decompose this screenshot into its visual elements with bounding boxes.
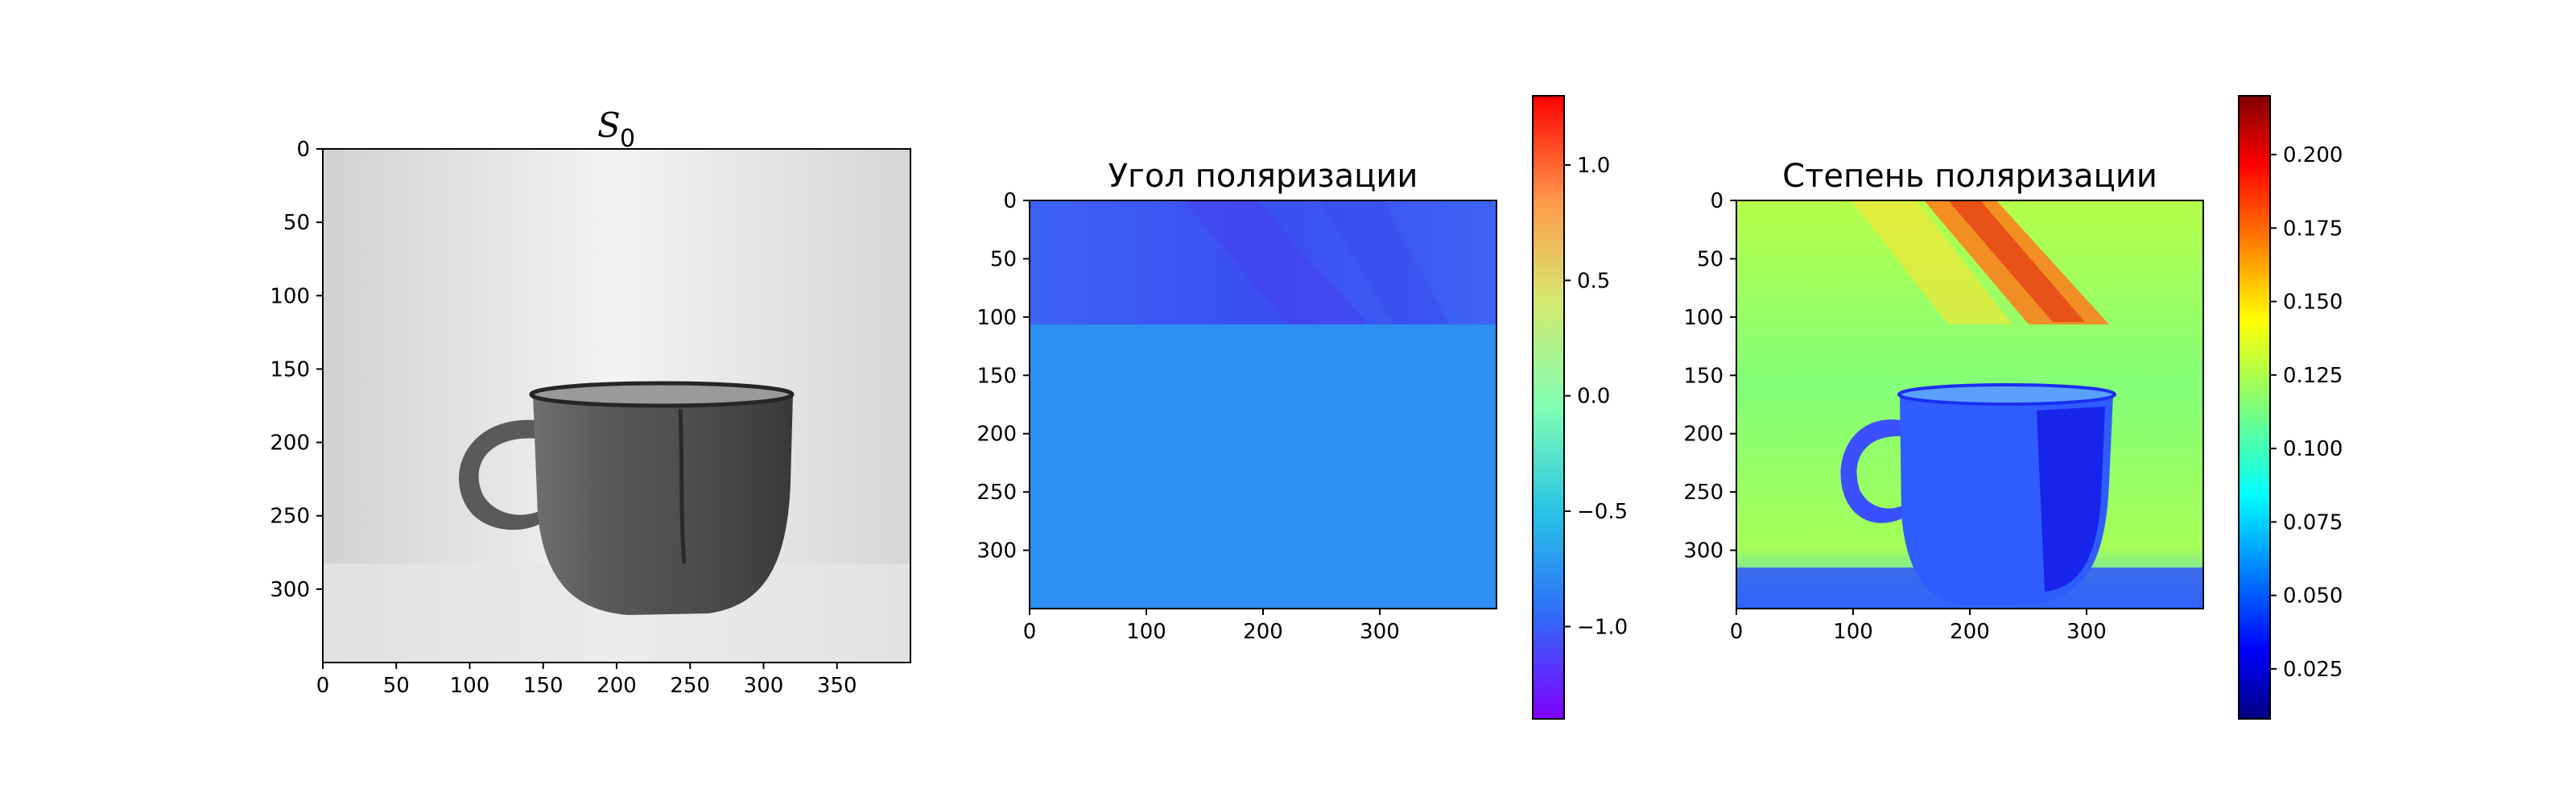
degree-image: [1736, 200, 2203, 609]
s0-image: [323, 149, 910, 663]
angle-region-bottom: [1030, 324, 1496, 609]
y-tick-label: 150: [1683, 364, 1724, 388]
y-tick-label: 250: [270, 505, 310, 529]
y-tick-label: 250: [1683, 481, 1724, 505]
colorbar-tick-label: 1.0: [1577, 154, 1610, 178]
y-tick-label: 100: [976, 306, 1017, 330]
x-tick-label: 200: [597, 674, 637, 698]
s0-title-subscript: 0: [620, 125, 635, 153]
x-tick-label: 100: [1126, 620, 1166, 644]
colorbar-tick-label: 0.075: [2283, 510, 2343, 535]
y-tick-label: 150: [976, 364, 1017, 388]
y-tick-label: 50: [1697, 247, 1724, 271]
x-tick-label: 300: [1360, 620, 1400, 644]
y-tick-label: 200: [1683, 423, 1724, 447]
x-tick-label: 200: [1950, 620, 1990, 644]
angle-axes: 0 100 200 300 0 50 100 150 200 250 300: [976, 189, 1399, 644]
panel-s0: S 0 0 50 100 150 200 250 300 350 0 50 100 150 200 250…: [270, 105, 911, 698]
x-tick-label: 300: [744, 674, 784, 698]
degree-axes: 0 100 200 300 0 50 100 150 200 250 300: [1683, 189, 2106, 644]
x-tick-label: 0: [1023, 620, 1037, 644]
x-tick-label: 300: [2066, 620, 2107, 644]
angle-image: [1030, 200, 1496, 609]
angle-colorbar: [1532, 95, 1565, 720]
y-tick-label: 300: [270, 578, 310, 602]
colorbar-tick-label: 0.200: [2283, 143, 2343, 167]
y-tick-label: 100: [1683, 306, 1724, 330]
y-tick-label: 200: [270, 431, 310, 456]
x-tick-label: 200: [1243, 620, 1283, 644]
colorbar-tick-label: 0.0: [1577, 385, 1610, 409]
colorbar-tick-label: −1.0: [1577, 615, 1628, 639]
x-tick-label: 350: [817, 674, 857, 698]
panel-angle: Угол поляризации 0 100 200 300 0 50 100 150 200 2…: [976, 95, 1628, 720]
angle-colorbar-ticks: 1.0 0.5 0.0 −0.5 −1.0: [1564, 154, 1628, 639]
y-tick-label: 50: [990, 247, 1017, 271]
degree-colorbar-ticks: 0.200 0.175 0.150 0.125 0.100 0.075 0.050 0.025: [2270, 143, 2343, 682]
colorbar-tick-label: 0.025: [2283, 658, 2343, 682]
colorbar-tick-label: 0.175: [2283, 217, 2343, 241]
x-tick-label: 250: [670, 674, 710, 698]
colorbar-tick-label: 0.150: [2283, 291, 2343, 315]
y-tick-label: 200: [976, 423, 1017, 447]
panel-degree: Степень поляризации 0 100 200 300 0 50 100 150 2…: [1683, 95, 2343, 720]
y-tick-label: 0: [1710, 189, 1724, 213]
y-tick-label: 150: [270, 357, 310, 382]
x-tick-label: 100: [1833, 620, 1873, 644]
colorbar-tick-label: 0.050: [2283, 584, 2343, 609]
colorbar-tick-label: −0.5: [1577, 500, 1628, 524]
y-tick-label: 300: [976, 539, 1017, 564]
y-tick-label: 100: [270, 284, 310, 308]
x-tick-label: 50: [383, 674, 410, 698]
y-tick-label: 0: [1003, 189, 1017, 213]
s0-title-main: S: [597, 105, 621, 145]
colorbar-tick-label: 0.125: [2283, 364, 2343, 388]
colorbar-tick-label: 0.5: [1577, 269, 1610, 293]
y-tick-label: 50: [283, 211, 310, 235]
x-tick-label: 0: [1730, 620, 1744, 644]
degree-colorbar: [2238, 95, 2271, 720]
x-tick-label: 150: [523, 674, 564, 698]
colorbar-tick-label: 0.100: [2283, 437, 2343, 461]
y-tick-label: 0: [296, 138, 310, 162]
y-tick-label: 300: [1683, 539, 1724, 564]
y-tick-label: 250: [976, 481, 1017, 505]
x-tick-label: 100: [450, 674, 490, 698]
x-tick-label: 0: [316, 674, 330, 698]
degree-title: Степень поляризации: [1782, 158, 2157, 195]
s0-axes: 0 50 100 150 200 250 300 350 0 50 100 150 200 250 300: [270, 138, 857, 698]
angle-title: Угол поляризации: [1108, 158, 1418, 195]
